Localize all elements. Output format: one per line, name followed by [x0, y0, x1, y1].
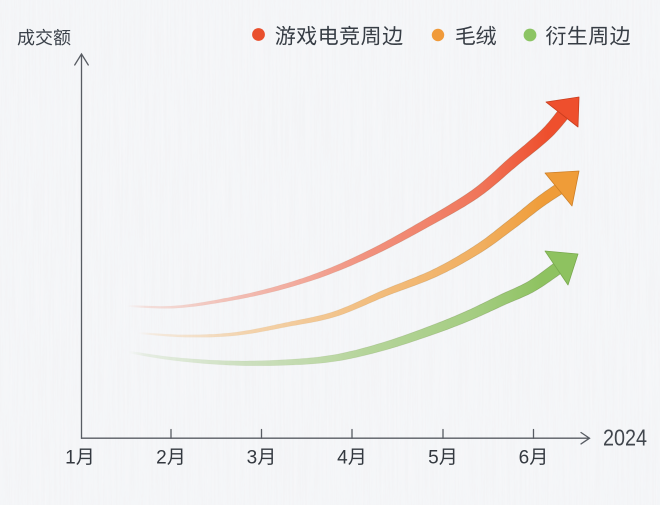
svg-text:3: 3 — [247, 448, 258, 469]
svg-text:6: 6 — [519, 448, 530, 469]
svg-text:5: 5 — [428, 448, 439, 469]
svg-text:4: 4 — [337, 448, 348, 469]
svg-text:1: 1 — [65, 448, 76, 469]
svg-text:2024: 2024 — [603, 425, 647, 451]
svg-text:2: 2 — [156, 448, 167, 469]
